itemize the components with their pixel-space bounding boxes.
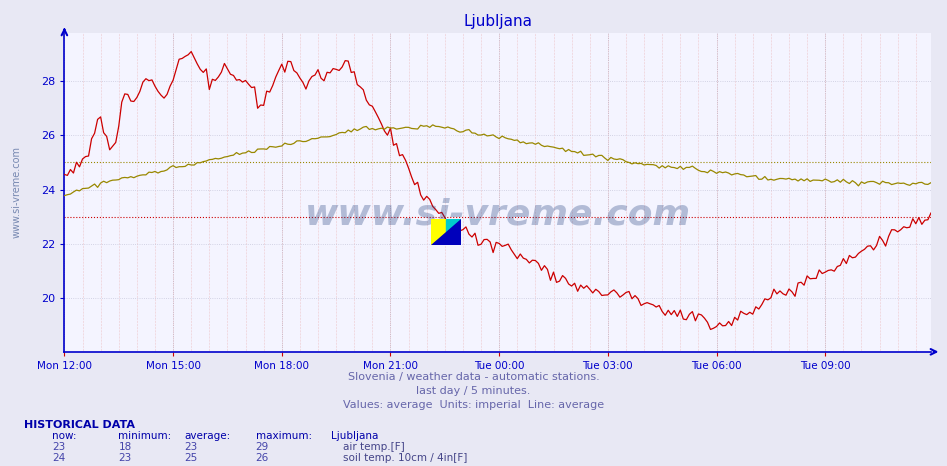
- Text: 18: 18: [118, 442, 132, 452]
- Text: now:: now:: [52, 431, 77, 441]
- Text: soil temp. 10cm / 4in[F]: soil temp. 10cm / 4in[F]: [343, 453, 467, 463]
- Bar: [431, 219, 446, 245]
- Title: Ljubljana: Ljubljana: [463, 14, 532, 29]
- Text: 23: 23: [118, 453, 132, 463]
- Text: minimum:: minimum:: [118, 431, 171, 441]
- Text: 25: 25: [185, 453, 198, 463]
- Text: Slovenia / weather data - automatic stations.: Slovenia / weather data - automatic stat…: [348, 372, 599, 382]
- Text: average:: average:: [185, 431, 231, 441]
- Text: 23: 23: [185, 442, 198, 452]
- Text: last day / 5 minutes.: last day / 5 minutes.: [417, 386, 530, 396]
- Bar: [446, 219, 461, 245]
- Text: 29: 29: [256, 442, 269, 452]
- Text: maximum:: maximum:: [256, 431, 312, 441]
- Text: www.si-vreme.com: www.si-vreme.com: [305, 198, 690, 232]
- Text: 23: 23: [52, 442, 65, 452]
- Polygon shape: [431, 219, 461, 245]
- Text: air temp.[F]: air temp.[F]: [343, 442, 404, 452]
- Text: 26: 26: [256, 453, 269, 463]
- Text: HISTORICAL DATA: HISTORICAL DATA: [24, 420, 134, 430]
- Text: 24: 24: [52, 453, 65, 463]
- Text: Ljubljana: Ljubljana: [331, 431, 379, 441]
- Text: Values: average  Units: imperial  Line: average: Values: average Units: imperial Line: av…: [343, 400, 604, 410]
- Text: www.si-vreme.com: www.si-vreme.com: [11, 146, 22, 238]
